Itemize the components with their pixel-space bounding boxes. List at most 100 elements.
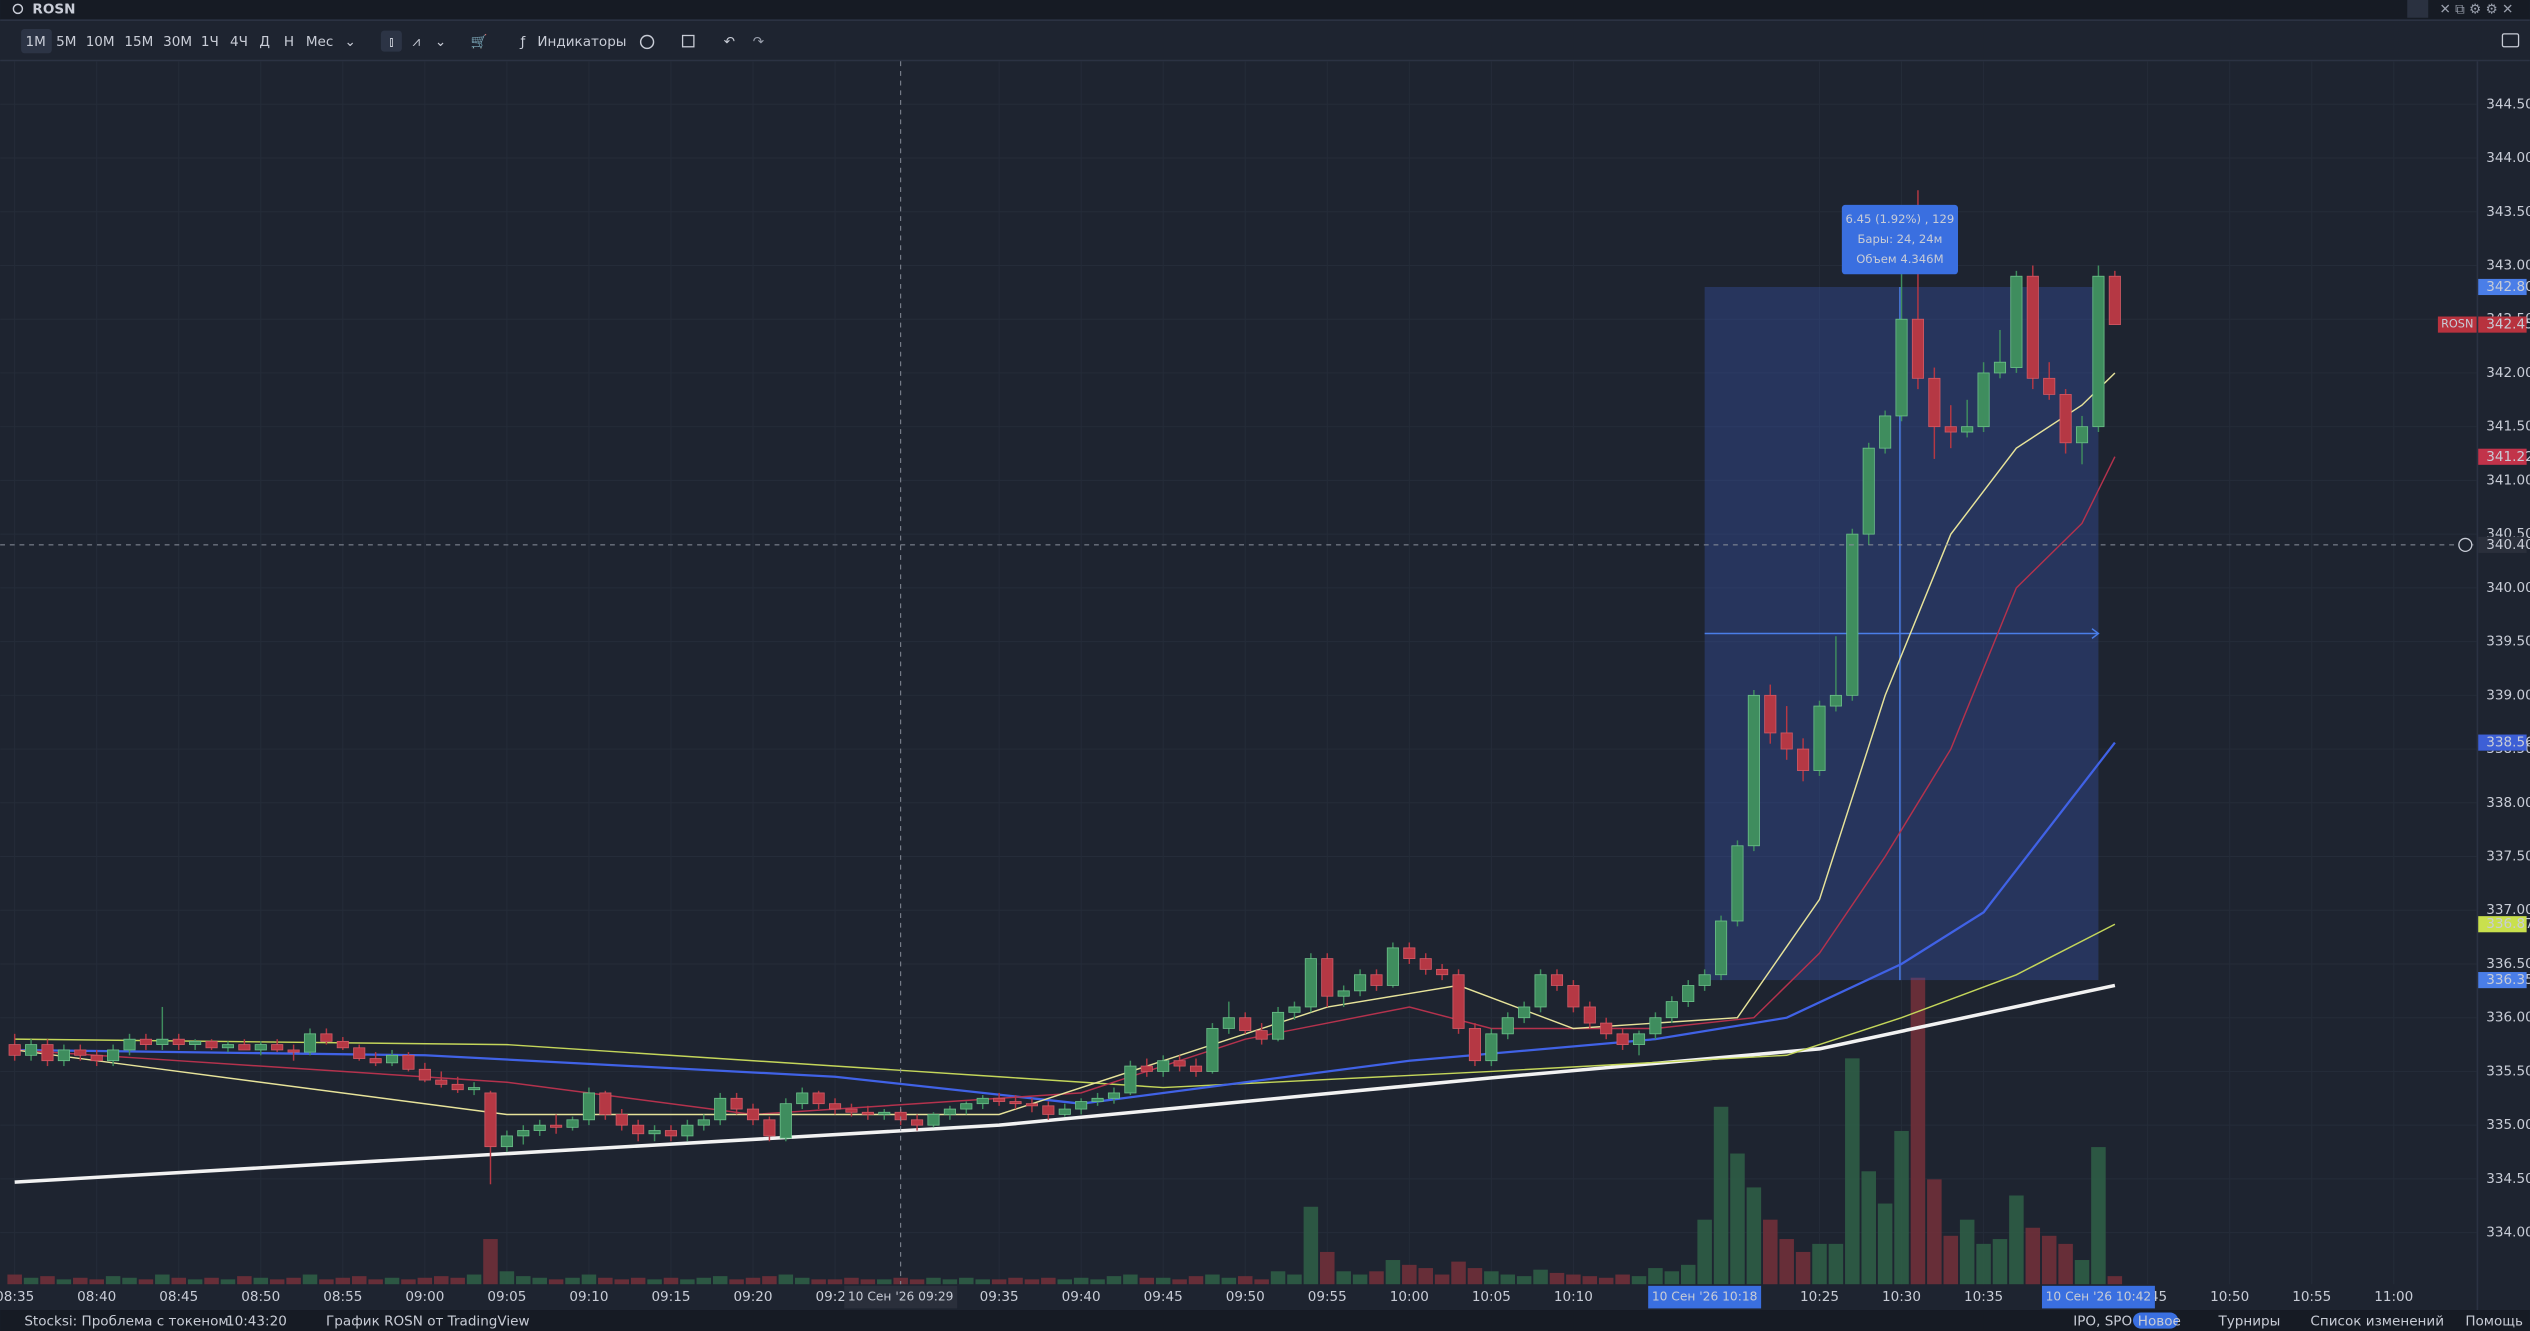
- x-tick-label: 10:50: [2210, 1289, 2249, 1305]
- price-label: 342.80: [2486, 279, 2530, 295]
- candle-body: [2059, 394, 2072, 444]
- volume-bar: [23, 1277, 39, 1285]
- volume-bar: [1484, 1271, 1499, 1285]
- volume-bar: [2058, 1243, 2073, 1285]
- candle-body: [1977, 372, 1990, 428]
- candle-body: [1025, 1103, 1038, 1107]
- status-item[interactable]: Список изменений: [2310, 1313, 2444, 1329]
- x-tick-label: 10:10: [1554, 1289, 1593, 1305]
- candle-body: [1058, 1108, 1071, 1115]
- timeframe[interactable]: 1Ч: [201, 34, 219, 50]
- x-tick-label: 08:35: [0, 1289, 34, 1305]
- x-tick-label: 08:40: [77, 1289, 116, 1305]
- volume-bar: [762, 1276, 777, 1285]
- line-icon[interactable]: ⩘: [413, 34, 421, 50]
- candle-body: [1895, 318, 1908, 417]
- chart-type[interactable]: [380, 30, 402, 52]
- candle-body: [2108, 275, 2121, 325]
- status-item[interactable]: 10:43:20: [226, 1313, 287, 1329]
- status-item[interactable]: Stocksi: Проблема с токеном: [24, 1313, 228, 1329]
- dropdown[interactable]: ⌄: [435, 34, 446, 50]
- screenshot-button[interactable]: [2501, 33, 2520, 48]
- timeframe[interactable]: Д: [259, 34, 270, 50]
- layout-button[interactable]: [681, 34, 695, 48]
- timeframe[interactable]: 10M: [86, 34, 115, 50]
- timeframe[interactable]: 1M: [25, 34, 45, 50]
- x-tick-label: 11:00: [2374, 1289, 2413, 1305]
- indicators[interactable]: Индикаторы: [537, 34, 626, 50]
- badge-bg: [2132, 1312, 2179, 1329]
- timeframe[interactable]: Мес: [306, 34, 333, 50]
- volume-bar: [1795, 1251, 1811, 1285]
- candle-body: [484, 1092, 497, 1148]
- timeframe-dropdown[interactable]: ⌄: [345, 34, 356, 50]
- measure-tooltip: 6.45 (1.92%) , 129 Бары: 24, 24м Объем 4.3…: [1841, 204, 1959, 275]
- candle-body: [1829, 694, 1842, 707]
- crosshair-add[interactable]: [2458, 537, 2473, 552]
- volume-bar: [204, 1277, 219, 1285]
- volume-bar: [1270, 1271, 1286, 1285]
- redo[interactable]: ↷: [753, 34, 765, 50]
- candle-body: [714, 1097, 727, 1121]
- y-tick-label: 338.00: [2486, 795, 2530, 811]
- timeframe[interactable]: Н: [284, 34, 294, 50]
- candle-body: [2075, 426, 2089, 444]
- x-tick-label: 10:30: [1882, 1289, 1921, 1305]
- status-item[interactable]: Турниры: [2217, 1313, 2280, 1329]
- volume-bar: [56, 1279, 72, 1285]
- candle-body: [1567, 985, 1580, 1008]
- candle-body: [1304, 958, 1317, 1008]
- candle-body: [353, 1047, 366, 1059]
- search-bar: [0, 0, 2530, 20]
- window-button[interactable]: [2407, 0, 2429, 18]
- volume-bar: [1697, 1219, 1712, 1285]
- indicators-icon[interactable]: ƒ: [519, 34, 526, 50]
- x-tick-label: 09:55: [1308, 1289, 1347, 1305]
- search-icon: [12, 3, 24, 15]
- candle-body: [418, 1068, 431, 1081]
- candle-body: [927, 1114, 940, 1126]
- timeframe[interactable]: 15M: [124, 34, 153, 50]
- status-item[interactable]: Помощь: [2465, 1313, 2523, 1329]
- timeframe[interactable]: 30M: [163, 34, 192, 50]
- y-tick-label: 340.00: [2486, 580, 2530, 596]
- undo[interactable]: ↶: [724, 34, 735, 50]
- time-highlight-bg: [1648, 1285, 1762, 1309]
- volume-bar: [1910, 977, 1926, 1285]
- cart-icon[interactable]: 🛒: [471, 33, 488, 50]
- status-item[interactable]: График ROSN от TradingView: [326, 1313, 529, 1329]
- candle-body: [911, 1119, 924, 1126]
- candle-body: [189, 1040, 202, 1045]
- volume-bar: [1763, 1219, 1778, 1285]
- price-label: 336.35: [2486, 972, 2530, 988]
- volume-bar: [844, 1277, 859, 1285]
- volume-bar: [1303, 1206, 1319, 1285]
- candle-body: [1042, 1105, 1055, 1115]
- volume-bar: [105, 1276, 121, 1285]
- volume: [7, 977, 2123, 1285]
- axes: 334.00 334.50 335.00 335.50 336.00 336.50 337.…: [0, 96, 2530, 1309]
- add-button[interactable]: [639, 34, 655, 50]
- candle-body: [1157, 1060, 1170, 1072]
- active-timeframe[interactable]: [21, 29, 52, 54]
- volume-bar: [1057, 1279, 1073, 1285]
- status-item[interactable]: Новое: [2138, 1313, 2181, 1329]
- volume-bar: [794, 1277, 810, 1285]
- candle-icon[interactable]: ⫾: [389, 34, 393, 50]
- x-tick-label: 09:50: [1226, 1289, 1265, 1305]
- volume-bar: [598, 1277, 613, 1285]
- candle-body: [1550, 974, 1564, 986]
- volume-bar: [2009, 1195, 2024, 1285]
- status-item[interactable]: IPO, SPO: [2073, 1313, 2132, 1329]
- x-tick-label: 10:55: [2292, 1289, 2331, 1305]
- timeframe[interactable]: 4Ч: [230, 34, 248, 50]
- candle-body: [632, 1124, 645, 1135]
- x-tick-label: 09:40: [1062, 1289, 1101, 1305]
- volume-bar: [877, 1279, 892, 1285]
- symbol[interactable]: ROSN: [32, 2, 75, 18]
- volume-bar: [1779, 1239, 1794, 1285]
- volume-bar: [1828, 1243, 1844, 1285]
- candle-body: [1419, 958, 1432, 970]
- window-controls[interactable]: ✕ ⧉ ⚙ ⚙ ✕: [2440, 2, 2514, 18]
- timeframe[interactable]: 5M: [56, 34, 76, 50]
